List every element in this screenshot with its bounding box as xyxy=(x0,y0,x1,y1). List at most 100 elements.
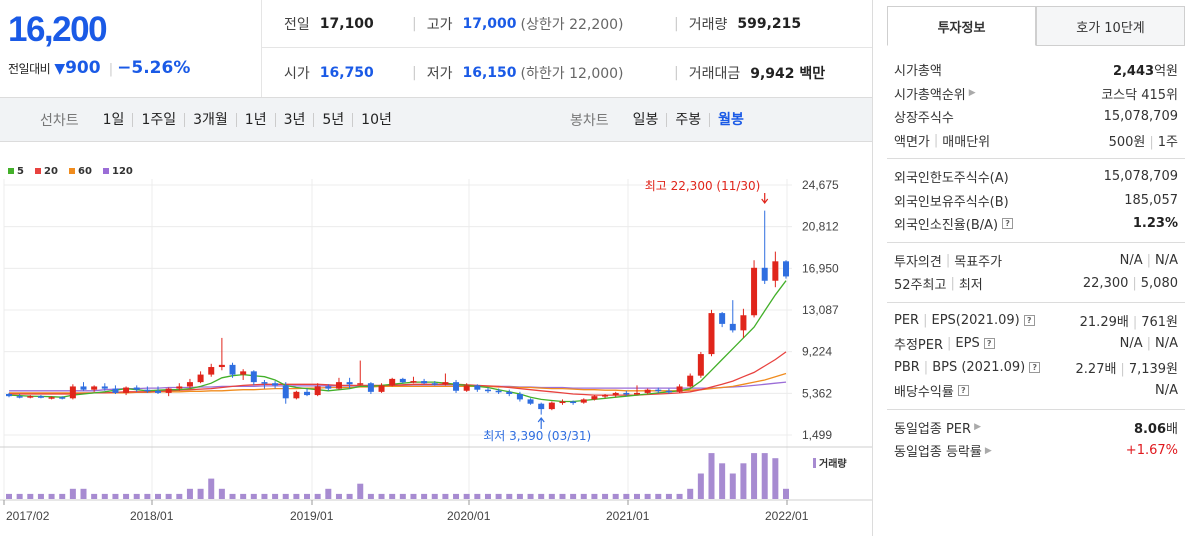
volume-bar xyxy=(687,488,694,499)
volume-bar xyxy=(59,493,66,499)
divider: | xyxy=(1132,314,1138,330)
legend-label-120: 120 xyxy=(112,166,133,177)
volume-bar xyxy=(484,493,491,499)
divider: | xyxy=(950,276,955,292)
tab-daily[interactable]: 일봉 xyxy=(625,112,668,127)
info-value: 500원 | 1주 xyxy=(1109,131,1178,150)
candle-body xyxy=(602,395,609,397)
tab-1year[interactable]: 1년 xyxy=(237,112,276,127)
volume-bar xyxy=(516,493,523,499)
volume-bar xyxy=(761,453,768,499)
candle-body xyxy=(538,403,545,410)
help-icon[interactable]: ? xyxy=(983,338,995,350)
y-tick-label: 16,950 xyxy=(802,261,839,275)
volume-bar xyxy=(665,493,672,499)
x-tick-label: 2022/01 xyxy=(765,509,809,523)
volume-bar xyxy=(719,463,726,499)
tab-investment-info[interactable]: 투자정보 xyxy=(887,6,1036,46)
divider: | xyxy=(412,65,417,81)
tab-5year[interactable]: 5년 xyxy=(314,112,354,127)
info-value-unit: 배 xyxy=(1166,421,1178,437)
tab-1day[interactable]: 1일 xyxy=(95,112,134,127)
high-label: 고가 xyxy=(426,16,453,33)
info-value-main: N/A xyxy=(1119,336,1143,352)
change-value: 900 xyxy=(65,58,101,78)
info-key-label: 시가총액 xyxy=(894,64,942,80)
info-key: 동일업종 PER ▶ xyxy=(894,418,981,437)
tab-10year[interactable]: 10년 xyxy=(361,111,392,128)
candle-body xyxy=(548,402,555,410)
volume-bar xyxy=(676,493,683,499)
divider: | xyxy=(947,336,952,352)
candle-body xyxy=(240,371,247,375)
volume-bar xyxy=(740,463,747,499)
candle-body xyxy=(6,393,12,397)
volume-bar xyxy=(410,493,417,499)
info-value-main: 15,078,709 xyxy=(1103,169,1178,185)
y-axis: 24,675 20,812 16,950 13,087 9,224 5,362 1,499 xyxy=(802,178,839,442)
volume-bar xyxy=(708,453,715,499)
candle-body xyxy=(123,387,130,393)
divider: | xyxy=(1149,134,1154,150)
tab-1week[interactable]: 1주일 xyxy=(133,112,186,127)
caret-right-icon[interactable]: ▶ xyxy=(974,422,981,433)
info-value-unit: 억원 xyxy=(1154,64,1178,80)
tab-order-book[interactable]: 호가 10단계 xyxy=(1036,6,1185,46)
tab-3year[interactable]: 3년 xyxy=(276,112,315,127)
panel-body: 시가총액 2,443억원 시가총액순위 ▶ 코스닥 415위 상장주식수 15,078,70… xyxy=(887,52,1185,469)
info-row: 외국인한도주식수(A) 15,078,709 xyxy=(887,165,1185,189)
info-key-label: PER xyxy=(894,312,920,328)
divider: | xyxy=(674,15,679,32)
volume-bar xyxy=(570,493,577,499)
divider: | xyxy=(412,15,417,32)
upper-limit: (상한가 22,200) xyxy=(520,16,624,33)
candle-body xyxy=(527,399,534,404)
legend-swatch-20 xyxy=(35,168,41,174)
volume-bar xyxy=(506,493,513,499)
divider: | xyxy=(933,132,939,148)
tab-weekly[interactable]: 주봉 xyxy=(667,112,711,127)
chart-grid xyxy=(0,179,872,501)
stock-chart: 5 20 60 120 거래량 24,675 20,812 16,950 13,087 9,2… xyxy=(0,143,872,536)
help-icon[interactable]: ? xyxy=(957,385,969,397)
candle-body xyxy=(687,375,694,387)
ma-line-ma5 xyxy=(8,280,787,403)
help-icon[interactable]: ? xyxy=(1023,314,1035,326)
candle-body xyxy=(410,381,417,383)
legend-label-60: 60 xyxy=(78,166,92,177)
candle-body xyxy=(453,382,460,391)
volume-bar xyxy=(250,493,257,499)
info-key-label: 시가총액순위 xyxy=(894,87,966,103)
volume-bar xyxy=(644,493,651,499)
volume-legend-swatch xyxy=(813,458,816,468)
volume-bar xyxy=(474,493,481,499)
low-label: 저가 xyxy=(426,66,453,82)
y-tick-label: 9,224 xyxy=(802,345,832,359)
volume-bar xyxy=(548,493,555,499)
info-key: 동일업종 등락률 ▶ xyxy=(894,441,992,460)
volume-bar xyxy=(378,493,385,499)
y-tick-label: 20,812 xyxy=(802,220,839,234)
volume-bar xyxy=(165,493,172,499)
chart-period-tabs: 선차트 1일 1주일 3개월 1년 3년 5년 10년 봉차트 일봉 주봉 월봉 xyxy=(0,97,872,142)
tab-monthly[interactable]: 월봉 xyxy=(718,111,744,128)
chart-annotations: 최고 22,300 (11/30) 최저 3,390 (03/31) xyxy=(483,179,769,443)
volume-bar xyxy=(495,493,502,499)
candle-body xyxy=(772,261,779,281)
help-icon[interactable]: ? xyxy=(1029,361,1041,373)
tab-3month[interactable]: 3개월 xyxy=(185,112,237,127)
prev-close-label: 전일 xyxy=(284,16,310,33)
volume-bar xyxy=(389,493,396,499)
candle-body xyxy=(218,364,225,368)
divider: | xyxy=(923,359,929,375)
info-key: 시가총액 xyxy=(894,60,942,79)
volume-bar xyxy=(112,493,119,499)
caret-right-icon[interactable]: ▶ xyxy=(968,88,976,99)
info-section-5: 동일업종 PER ▶ 8.06배 동일업종 등락률 ▶ +1.67% xyxy=(887,408,1185,469)
help-icon[interactable]: ? xyxy=(1002,218,1014,230)
candle-body xyxy=(27,396,34,398)
volume-bar xyxy=(367,493,374,499)
quote-stats: 전일 17,100 | 고가 17,000 (상한가 22,200) | 거래량… xyxy=(262,0,872,97)
caret-right-icon[interactable]: ▶ xyxy=(984,445,992,456)
candle-body xyxy=(250,371,257,383)
